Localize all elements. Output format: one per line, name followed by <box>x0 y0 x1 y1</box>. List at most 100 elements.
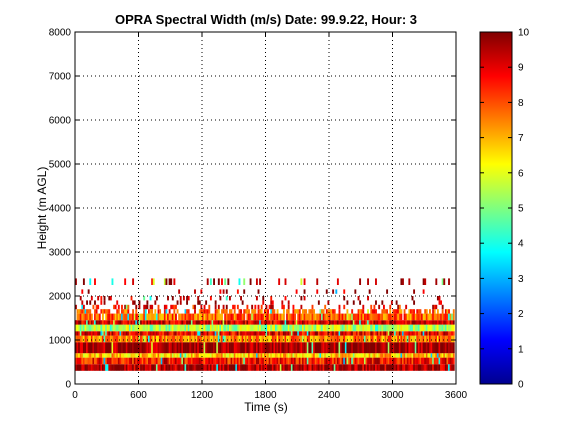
heatmap-cell <box>87 313 90 321</box>
heatmap-cell <box>321 324 323 332</box>
heatmap-cell <box>167 331 169 336</box>
heatmap-cell <box>146 335 149 343</box>
heatmap-cell <box>263 320 266 325</box>
heatmap-cell <box>125 342 128 354</box>
heatmap-cell <box>149 335 152 343</box>
heatmap-cell <box>246 331 249 336</box>
heatmap-cell <box>95 335 98 343</box>
heatmap-cell <box>365 313 368 321</box>
heatmap-cell <box>357 331 360 336</box>
heatmap-cell <box>341 357 344 365</box>
heatmap-cell <box>208 364 211 371</box>
heatmap-cell <box>333 342 336 354</box>
heatmap-cell <box>148 342 150 354</box>
heatmap-cell <box>390 324 393 332</box>
heatmap-cell <box>397 320 400 325</box>
heatmap-cell <box>413 324 416 332</box>
heatmap-cell <box>252 357 255 365</box>
heatmap-cell <box>351 364 354 371</box>
heatmap-cell <box>305 320 308 325</box>
heatmap-cell <box>103 320 106 325</box>
heatmap-cell <box>433 331 436 336</box>
heatmap-cell <box>243 278 246 285</box>
heatmap-cell <box>335 342 338 354</box>
heatmap-cell <box>175 304 177 310</box>
heatmap-cell <box>255 296 258 301</box>
heatmap-cell <box>279 357 282 365</box>
heatmap-cell <box>419 324 422 332</box>
heatmap-cell <box>259 357 262 365</box>
heatmap-cell <box>89 313 92 321</box>
heatmap-cell <box>143 353 146 358</box>
heatmap-cell <box>257 289 260 294</box>
heatmap-cell <box>349 364 352 371</box>
heatmap-cell <box>430 364 433 371</box>
heatmap-cell <box>76 357 79 365</box>
heatmap-cell <box>228 342 231 354</box>
heatmap-cell <box>322 313 325 321</box>
heatmap-cell <box>136 357 139 365</box>
heatmap-cell <box>292 320 295 325</box>
heatmap-cell <box>403 313 406 321</box>
heatmap-cell <box>81 324 84 332</box>
heatmap-cell <box>154 320 157 325</box>
heatmap-cell <box>81 353 84 358</box>
heatmap-cell <box>132 357 135 365</box>
heatmap-cell <box>233 304 236 310</box>
heatmap-cell <box>225 357 228 365</box>
heatmap-cell <box>75 331 77 336</box>
heatmap-cell <box>276 324 279 332</box>
heatmap-cell <box>160 335 163 343</box>
heatmap-cell <box>246 335 249 343</box>
heatmap-cell <box>406 324 409 332</box>
heatmap-cell <box>173 331 176 336</box>
heatmap-cell <box>314 335 317 343</box>
heatmap-cell <box>352 300 355 305</box>
heatmap-cell <box>302 309 304 314</box>
heatmap-cell <box>300 353 303 358</box>
heatmap-cell <box>152 320 155 325</box>
heatmap-cell <box>333 320 336 325</box>
heatmap-cell <box>154 353 157 358</box>
heatmap-cell <box>117 357 120 365</box>
heatmap-cell <box>90 324 93 332</box>
heatmap-cell <box>238 364 241 371</box>
heatmap-cell <box>446 364 449 371</box>
heatmap-cell <box>282 342 285 354</box>
heatmap-cell <box>317 331 320 336</box>
heatmap-cell <box>390 335 393 343</box>
heatmap-cell <box>443 324 446 332</box>
heatmap-cell <box>125 309 128 314</box>
heatmap-cell <box>402 357 404 365</box>
heatmap-cell <box>303 289 306 294</box>
heatmap-cell <box>302 331 304 336</box>
heatmap-cell <box>132 342 135 354</box>
heatmap-cell <box>286 364 289 371</box>
heatmap-cell <box>128 320 131 325</box>
heatmap-cell <box>148 313 150 321</box>
heatmap-cell <box>248 309 250 314</box>
x-tick-label: 1800 <box>254 390 277 401</box>
heatmap-cell <box>230 357 233 365</box>
heatmap-cell <box>306 353 309 358</box>
heatmap-cell <box>392 324 395 332</box>
heatmap-cell <box>279 342 282 354</box>
heatmap-cell <box>190 357 193 365</box>
heatmap-cell <box>427 353 430 358</box>
heatmap-cell <box>398 324 401 332</box>
heatmap-cell <box>316 278 319 285</box>
heatmap-cell <box>371 335 374 343</box>
heatmap-cell <box>376 357 379 365</box>
heatmap-cell <box>140 342 142 354</box>
heatmap-cell <box>338 364 341 371</box>
heatmap-cell <box>95 309 98 314</box>
heatmap-cell <box>284 357 287 365</box>
heatmap-cell <box>219 353 222 358</box>
heatmap-cell <box>286 342 289 354</box>
heatmap-cell <box>228 353 231 358</box>
heatmap-cell <box>355 335 358 343</box>
heatmap-cell <box>405 324 408 332</box>
x-tick-label: 3600 <box>445 390 468 401</box>
heatmap-cell <box>249 342 252 354</box>
heatmap-cell <box>267 309 269 314</box>
